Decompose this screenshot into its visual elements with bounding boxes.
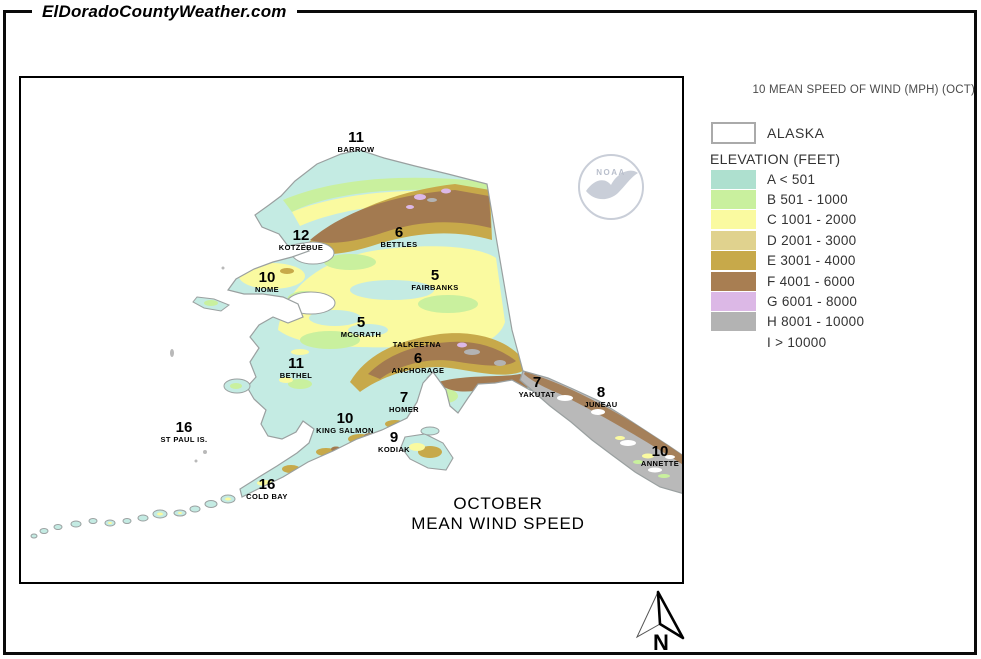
elevation-label: A < 501 (767, 171, 816, 187)
station-name: NOME (254, 285, 280, 294)
wind-speed-value: 7 (532, 374, 542, 391)
station-name: TALKEETNA (392, 340, 442, 349)
wind-speed-value: 11 (348, 129, 364, 146)
station-name: JUNEAU (584, 400, 618, 409)
legend-title: 10 MEAN SPEED OF WIND (MPH) (OCT) (752, 84, 975, 96)
station-name: KODIAK (378, 445, 410, 454)
elevation-class-row: C 1001 - 2000 (711, 210, 864, 230)
elevation-class-row: H 8001 - 10000 (711, 312, 864, 332)
station-name: MCGRATH (340, 330, 382, 339)
station-homer: 7 HOMER (389, 390, 419, 414)
elevation-label: B 501 - 1000 (767, 192, 848, 208)
station-st-paul-is-: 16 ST PAUL IS. (160, 420, 207, 444)
alaska-region-swatch (711, 122, 756, 144)
station-talkeetna: TALKEETNA (393, 340, 441, 349)
station-bethel: 11 BETHEL (280, 356, 312, 380)
station-name: ST PAUL IS. (160, 435, 208, 444)
wind-speed-value: 11 (288, 355, 304, 372)
wind-speed-value: 5 (356, 314, 366, 331)
station-name: BETTLES (380, 240, 418, 249)
station-fairbanks: 5 FAIRBANKS (411, 268, 458, 292)
station-name: FAIRBANKS (411, 283, 459, 292)
elevation-label: I > 10000 (767, 334, 827, 350)
map-caption: OCTOBER MEAN WIND SPEED (358, 494, 638, 534)
elevation-label: D 2001 - 3000 (767, 232, 857, 248)
station-name: HOMER (389, 405, 419, 414)
elevation-class-row: G 6001 - 8000 (711, 291, 864, 312)
elevation-swatch (711, 169, 756, 189)
wind-speed-value: 16 (258, 476, 276, 493)
elevation-class-row: F 4001 - 6000 (711, 271, 864, 291)
noaa-logo-text: NOAA (596, 168, 626, 177)
elevation-class-row: I > 10000 (711, 332, 864, 352)
north-label: N (653, 630, 669, 654)
elevation-swatch (711, 312, 756, 332)
wind-speed-value: 6 (394, 224, 404, 241)
page-border (3, 10, 977, 655)
station-bettles: 6 BETTLES (381, 225, 418, 249)
alaska-terrain-map: NOAA (30, 149, 682, 539)
wind-speed-value: 5 (430, 267, 440, 284)
station-yakutat: 7 YAKUTAT (519, 375, 556, 399)
station-nome: 10 NOME (255, 270, 279, 294)
elevation-class-row: B 501 - 1000 (711, 189, 864, 210)
station-anchorage: 6 ANCHORAGE (392, 351, 445, 375)
wind-speed-value: 8 (596, 384, 606, 401)
wind-speed-value: 7 (399, 389, 409, 406)
station-name: BETHEL (279, 371, 313, 380)
caption-subtitle: MEAN WIND SPEED (411, 514, 585, 533)
wind-speed-value: 6 (413, 350, 423, 367)
station-cold-bay: 16 COLD BAY (246, 477, 288, 501)
north-arrow-right-half (656, 590, 685, 640)
station-name: COLD BAY (246, 492, 288, 501)
elevation-label: F 4001 - 6000 (767, 273, 855, 289)
wind-speed-value: 12 (292, 227, 310, 244)
station-name: ANCHORAGE (391, 366, 445, 375)
site-title: ElDoradoCountyWeather.com (32, 2, 297, 22)
elevation-label: H 8001 - 10000 (767, 314, 865, 330)
elevation-swatch (711, 292, 756, 312)
elevation-swatch (711, 230, 756, 250)
station-kotzebue: 12 KOTZEBUE (279, 228, 323, 252)
wind-speed-value: 10 (651, 443, 669, 460)
wind-speed-value: 10 (336, 410, 354, 427)
station-name: KING SALMON (316, 426, 374, 435)
elevation-label: C 1001 - 2000 (767, 212, 857, 228)
station-annette: 10 ANNETTE (641, 444, 679, 468)
elevation-swatch (711, 251, 756, 271)
wind-speed-value: 10 (258, 269, 276, 286)
elevation-legend-title: ELEVATION (FEET) (710, 151, 841, 167)
alaska-map: NOAA 11 BARROW 12 KOTZEBUE 6 BETTLES 10 NOME 5 FA… (19, 76, 684, 584)
station-king-salmon: 10 KING SALMON (316, 411, 374, 435)
elevation-label: G 6001 - 8000 (767, 294, 858, 310)
noaa-logo: NOAA (578, 154, 644, 220)
elevation-swatch (711, 190, 756, 210)
elevation-swatch (711, 271, 756, 291)
wind-speed-value: 9 (389, 429, 399, 446)
station-name: ANNETTE (640, 459, 680, 468)
elevation-class-row: A < 501 (711, 169, 864, 189)
caption-month: OCTOBER (453, 494, 543, 513)
station-name: BARROW (337, 145, 375, 154)
wind-speed-value: 16 (175, 419, 193, 436)
elevation-class-row: D 2001 - 3000 (711, 230, 864, 250)
elevation-swatch (711, 332, 756, 352)
station-barrow: 11 BARROW (338, 130, 375, 154)
station-name: YAKUTAT (518, 390, 556, 399)
alaska-region-label: ALASKA (767, 125, 825, 141)
elevation-label: E 3001 - 4000 (767, 253, 856, 269)
north-arrow: N (635, 590, 685, 654)
station-juneau: 8 JUNEAU (584, 385, 617, 409)
elevation-class-row: E 3001 - 4000 (711, 251, 864, 271)
station-kodiak: 9 KODIAK (378, 430, 410, 454)
elevation-legend: A < 501 B 501 - 1000 C 1001 - 2000 D 2001 -… (711, 169, 864, 353)
station-name: KOTZEBUE (278, 243, 324, 252)
elevation-swatch (711, 210, 756, 230)
legend-region-row: ALASKA (711, 122, 824, 144)
station-mcgrath: 5 MCGRATH (341, 315, 382, 339)
